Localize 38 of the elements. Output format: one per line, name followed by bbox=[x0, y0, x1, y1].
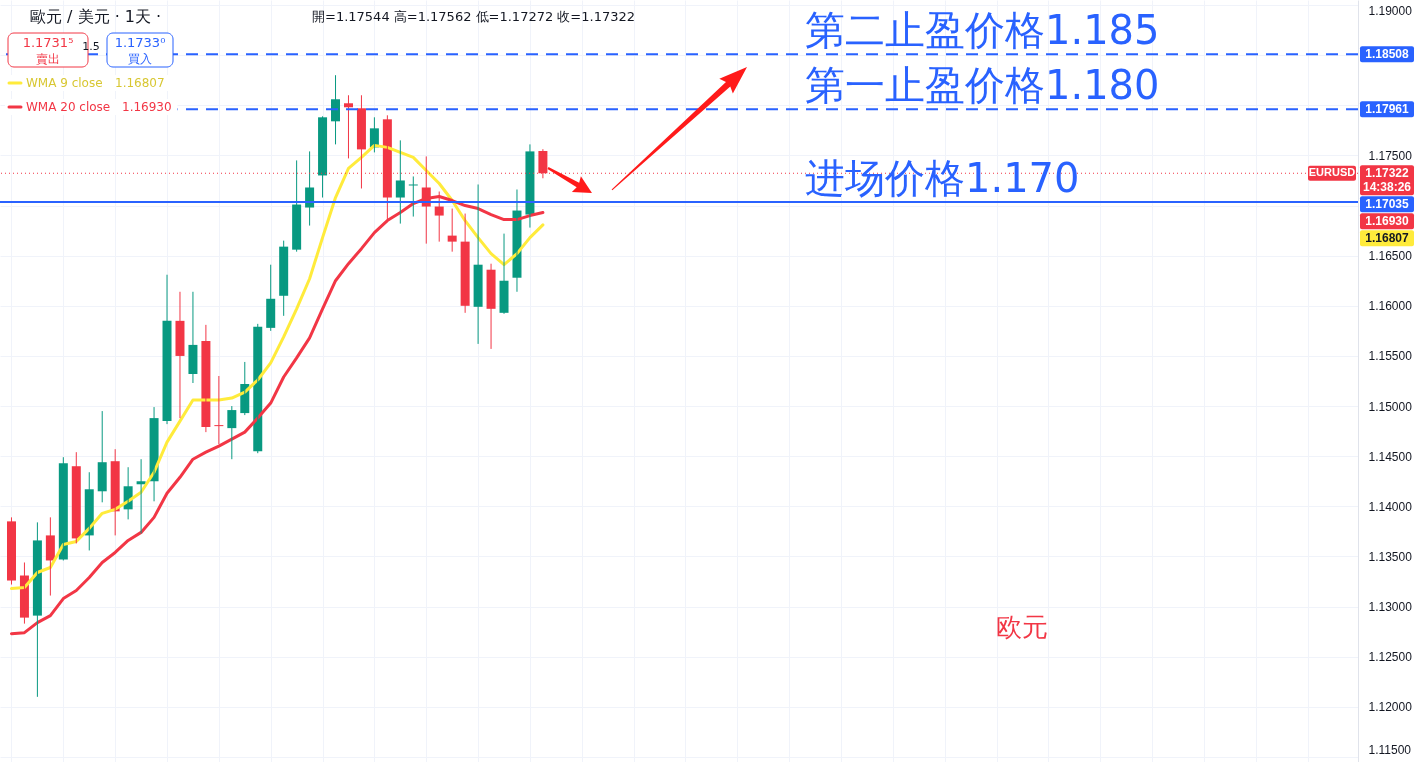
annotation: 買入 bbox=[128, 52, 152, 66]
legend-label: WMA 9 close bbox=[26, 76, 103, 90]
ref-line-label: 1.18508 bbox=[1365, 47, 1410, 62]
annotation: 1.5 bbox=[82, 40, 100, 53]
y-tick-label: 1.14500 bbox=[1368, 449, 1413, 464]
y-tick-label: 1.19000 bbox=[1368, 3, 1413, 18]
y-tick-label: 1.14000 bbox=[1368, 499, 1413, 514]
ref-line-label: 1.17961 bbox=[1365, 102, 1410, 117]
text: 1.16807 bbox=[1365, 231, 1410, 246]
annotation: 1.1733⁰ bbox=[114, 35, 166, 50]
text: 1.16930 bbox=[1365, 214, 1410, 229]
legend-label: WMA 20 close bbox=[26, 100, 111, 114]
annotation: 1.1731⁵ bbox=[22, 35, 74, 50]
annotation: 1.16930 bbox=[122, 100, 172, 114]
ref-line-label: 1.17322 bbox=[1365, 166, 1410, 181]
y-tick-label: 1.15000 bbox=[1368, 399, 1413, 414]
annotation: EURUSD bbox=[1308, 166, 1356, 179]
annotation: 第一止盈价格1.180 bbox=[805, 62, 1160, 109]
annotation: 进场价格1.170 bbox=[805, 155, 1080, 202]
annotation: 1.16807 bbox=[115, 76, 165, 90]
candlestick bbox=[6, 516, 16, 586]
annotation: 賣出 bbox=[36, 52, 60, 66]
y-tick-label: 1.16000 bbox=[1368, 299, 1413, 314]
text: 歐元 / 美元 · 1天 · bbox=[30, 7, 162, 26]
annotation: 開=1.17544 高=1.17562 低=1.17272 收=1.17322 bbox=[312, 9, 636, 24]
candlestick bbox=[395, 139, 405, 225]
annotation: 欧元 bbox=[996, 612, 1048, 642]
y-tick-label: 1.17500 bbox=[1368, 148, 1413, 163]
text: 14:38:26 bbox=[1362, 180, 1412, 195]
y-tick-label: 1.15500 bbox=[1368, 349, 1413, 364]
y-tick-label: 1.13000 bbox=[1368, 600, 1413, 615]
y-tick-label: 1.11500 bbox=[1368, 743, 1412, 758]
ref-line-label: 1.17035 bbox=[1365, 197, 1410, 212]
y-tick-label: 1.12000 bbox=[1368, 700, 1413, 715]
y-tick-label: 1.16500 bbox=[1368, 249, 1413, 264]
y-tick-label: 1.12500 bbox=[1368, 650, 1413, 665]
y-tick-label: 1.13500 bbox=[1368, 549, 1413, 564]
annotation: 第二止盈价格1.185 bbox=[805, 7, 1160, 54]
